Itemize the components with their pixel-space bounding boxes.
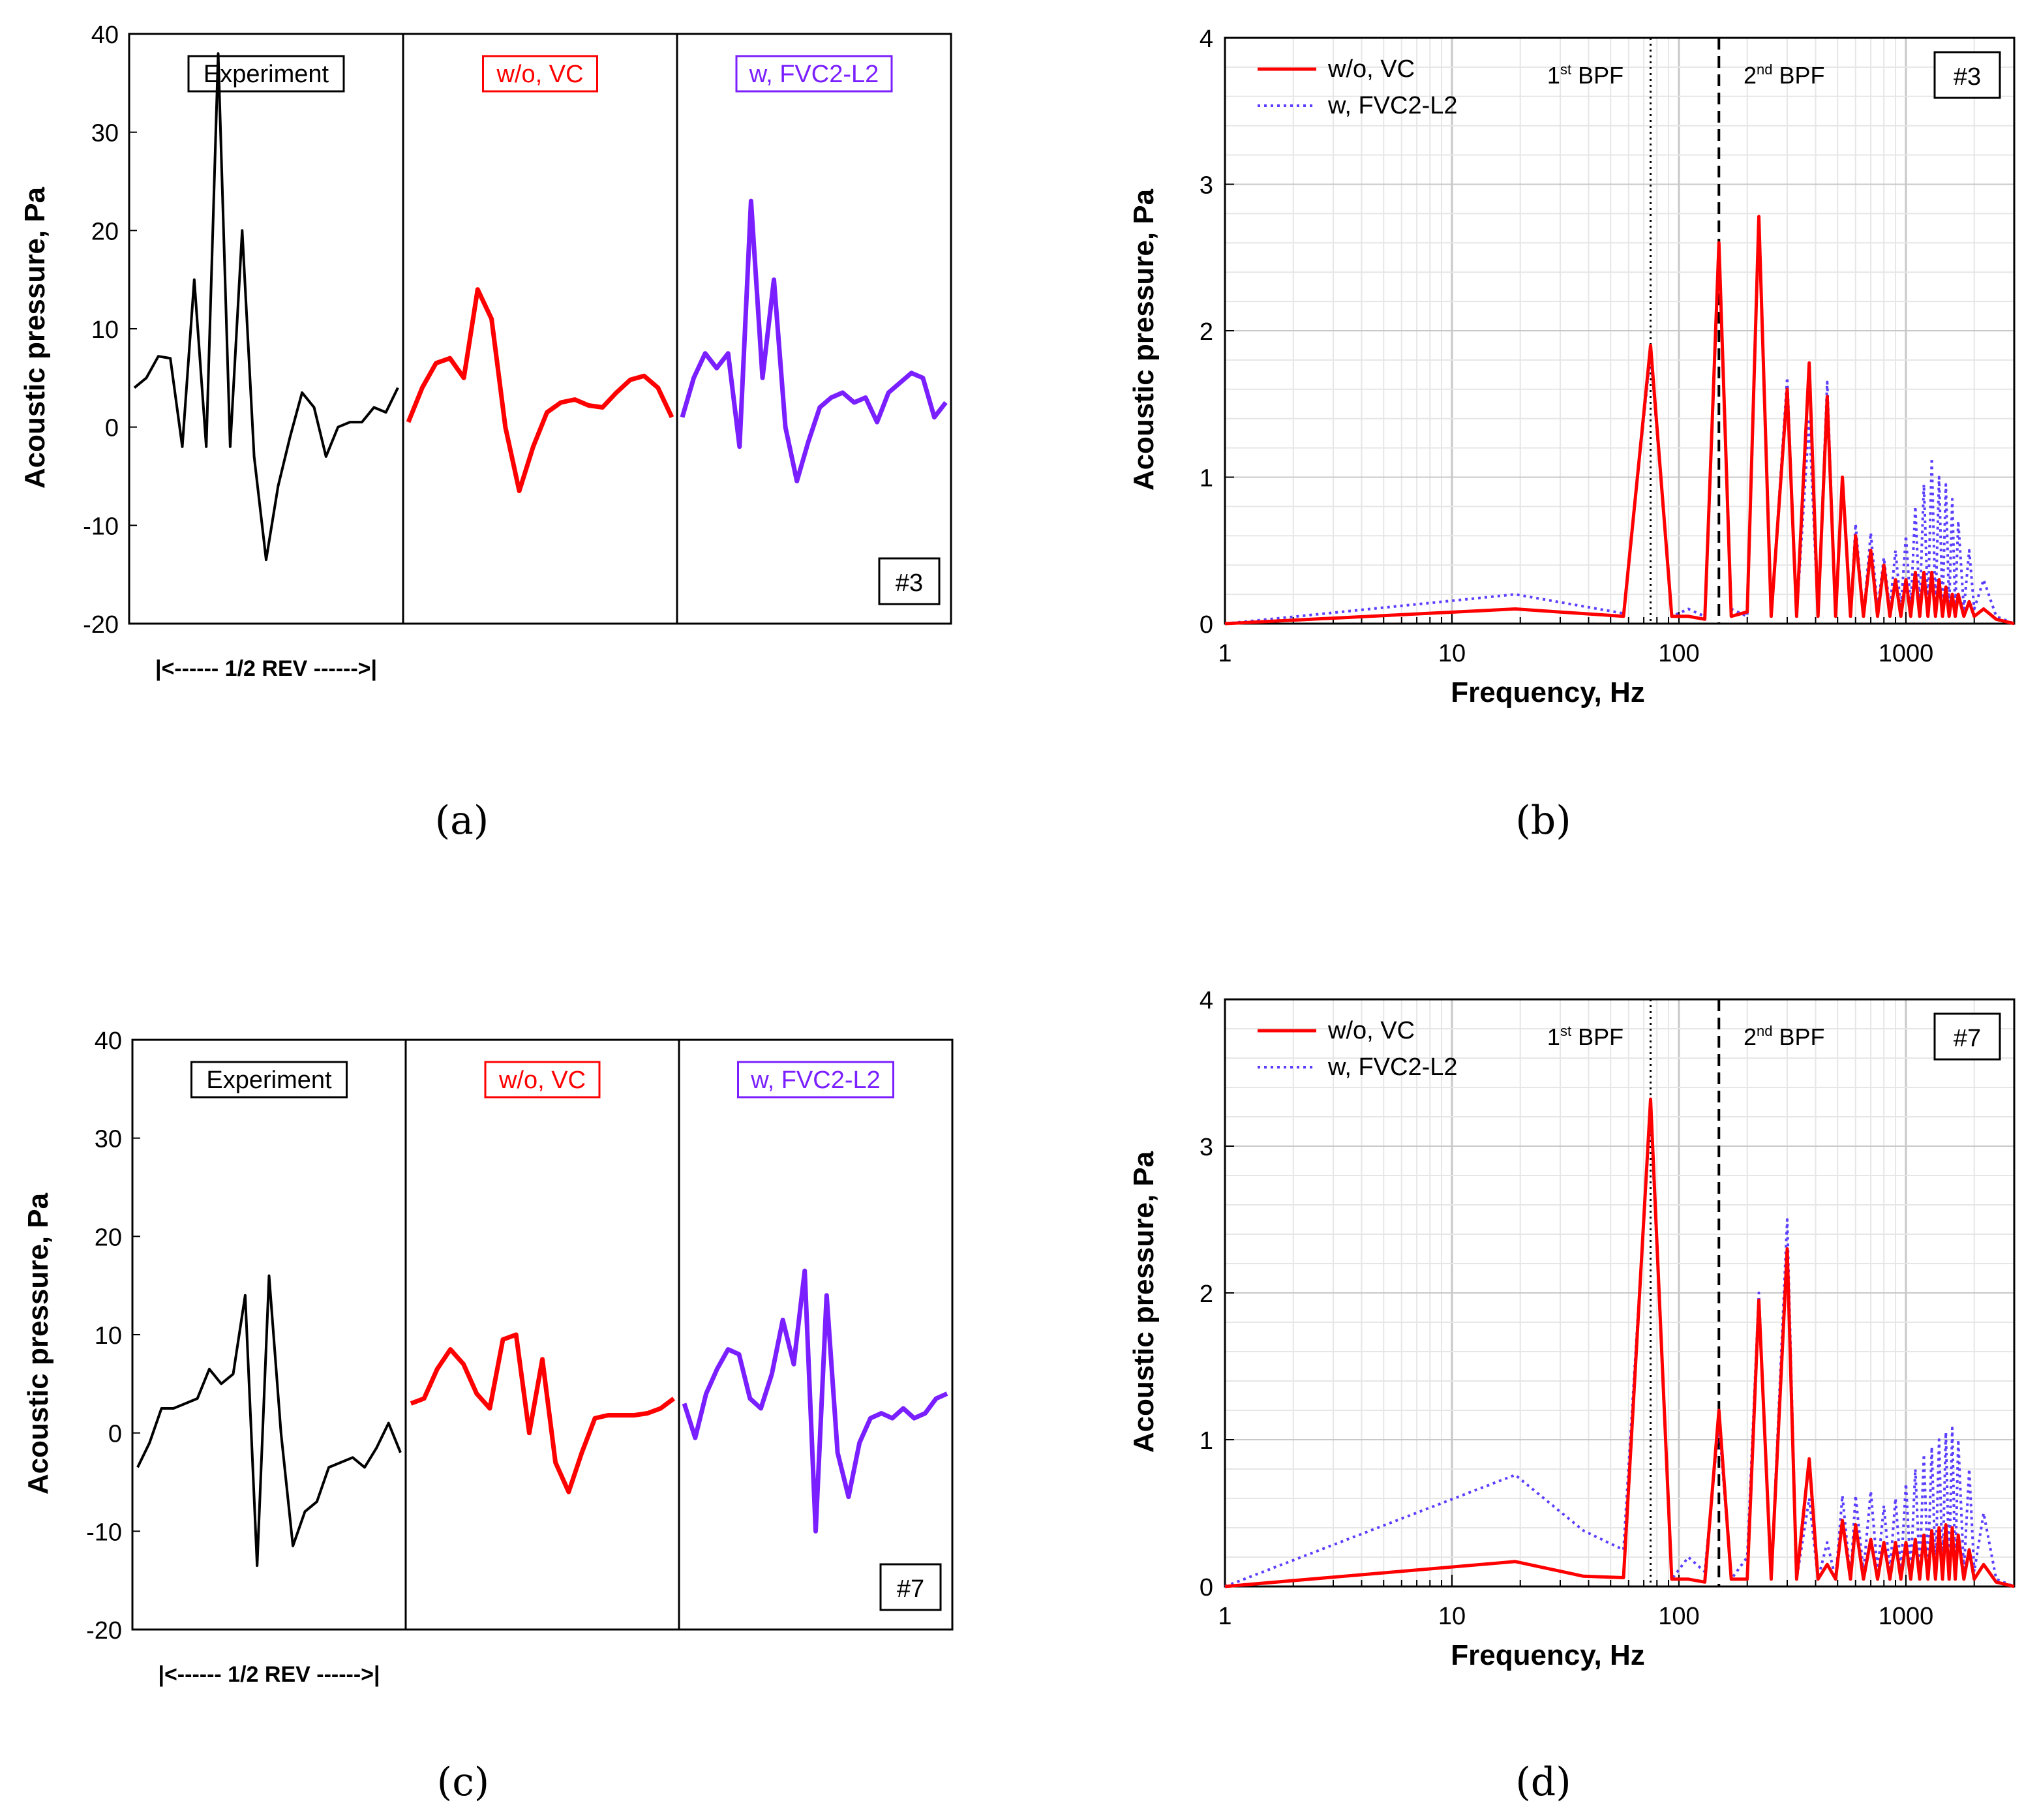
legend-label: w, FVC2-L2: [1327, 1054, 1458, 1081]
y-tick-label: 1: [1200, 465, 1213, 493]
series-line: [682, 1268, 948, 1534]
case-tag: #7: [897, 1575, 924, 1603]
segment-label-box: [484, 1061, 601, 1099]
y-tick-label: 0: [1200, 611, 1213, 639]
segment-label-box: [187, 55, 345, 93]
x-axis-label: Frequency, Hz: [1451, 676, 1644, 708]
legend: w/o, VC w, FVC2-L2: [1258, 55, 1458, 119]
x-tick-label: 1000: [1879, 640, 1934, 667]
x-tick-label: 1: [1218, 640, 1231, 667]
x-axis-label: |<------ 1/2 REV ------>|: [158, 1662, 380, 1687]
y-axis-label: Acoustic pressure, Pa: [1128, 189, 1160, 491]
y-tick-label: -10: [86, 1519, 122, 1546]
series-line: [1224, 215, 2015, 626]
panel-label: (c): [437, 1759, 489, 1805]
y-tick-label: 20: [95, 1224, 122, 1251]
segment-label: Experiment: [206, 1067, 332, 1094]
legend: w/o, VC w, FVC2-L2: [1258, 1017, 1458, 1081]
case-tag-box: [1933, 51, 2001, 99]
legend-label: w/o, VC: [1327, 55, 1415, 83]
y-tick-label: 40: [91, 22, 119, 49]
case-tag: #3: [896, 569, 923, 597]
series-line: [136, 1274, 402, 1568]
legend-label: w/o, VC: [1327, 1017, 1415, 1044]
y-tick-label: -20: [86, 1617, 122, 1645]
panel-a: 40 30 20 10 0 -10 -20 Acoustic pressure, Pa |<--…: [19, 22, 952, 843]
x-tick-label: 1: [1218, 1603, 1231, 1630]
series-line: [406, 287, 674, 494]
x-axis-label: |<------ 1/2 REV ------>|: [155, 656, 377, 681]
case-tag-box: [879, 1563, 942, 1611]
series-line: [410, 1332, 676, 1494]
y-tick-label: 30: [91, 120, 119, 147]
case-tag-box: [1933, 1012, 2001, 1061]
bpf-annotation: 1st BPF: [1547, 1023, 1624, 1050]
x-axis-label: Frequency, Hz: [1451, 1639, 1644, 1671]
bpf-annotation: 1st BPF: [1547, 61, 1624, 89]
x-tick-label: 1000: [1879, 1603, 1934, 1630]
y-axis-label: Acoustic pressure, Pa: [1128, 1151, 1160, 1453]
series-line: [133, 52, 399, 562]
segment-label-box: [735, 55, 893, 93]
case-tag: #7: [1954, 1025, 1981, 1052]
segment-label-box: [482, 55, 598, 93]
plot-frame: [128, 33, 952, 625]
x-tick-label: 10: [1438, 1603, 1466, 1630]
panel-c: 40 30 20 10 0 -10 -20 Acoustic pressure, Pa |<--…: [22, 1027, 954, 1805]
y-tick-label: 3: [1200, 172, 1213, 200]
y-tick-label: 4: [1200, 987, 1213, 1014]
y-tick-label: 10: [95, 1322, 122, 1350]
segment-label: w, FVC2-L2: [750, 1067, 881, 1094]
y-tick-label: 10: [91, 316, 119, 344]
panel-label: (b): [1515, 798, 1571, 843]
y-tick-label: -20: [83, 611, 119, 639]
y-tick-label: 30: [95, 1126, 122, 1153]
y-tick-label: 2: [1200, 1281, 1213, 1308]
series-line: [680, 198, 948, 483]
y-tick-label: 0: [105, 415, 119, 442]
bpf-annotation: 2nd BPF: [1744, 1023, 1825, 1050]
segment-label: Experiment: [204, 61, 329, 88]
y-axis-label: Acoustic pressure, Pa: [19, 187, 51, 489]
panel-label: (a): [435, 798, 489, 843]
y-tick-label: 40: [95, 1027, 122, 1055]
panel-label: (d): [1515, 1759, 1571, 1805]
y-tick-label: 1: [1200, 1427, 1213, 1455]
bpf-annotation: 2nd BPF: [1744, 61, 1825, 89]
segment-label: w, FVC2-L2: [749, 61, 879, 88]
y-tick-label: -10: [83, 513, 119, 540]
case-tag: #3: [1954, 63, 1981, 91]
segment-label-box: [737, 1061, 894, 1099]
x-tick-label: 100: [1658, 640, 1699, 667]
y-tick-label: 3: [1200, 1134, 1213, 1161]
y-axis-label: Acoustic pressure, Pa: [22, 1192, 54, 1494]
x-tick-label: 100: [1658, 1603, 1699, 1630]
y-tick-label: 0: [108, 1421, 122, 1448]
y-tick-label: 20: [91, 218, 119, 245]
series-line: [1224, 1097, 2015, 1588]
y-tick-label: 0: [1200, 1574, 1213, 1601]
y-tick-label: 4: [1200, 25, 1213, 53]
x-tick-label: 10: [1438, 640, 1466, 667]
y-tick-label: 2: [1200, 318, 1213, 346]
case-tag-box: [878, 557, 941, 605]
legend-label: w, FVC2-L2: [1327, 92, 1458, 119]
segment-label: w/o, VC: [498, 1067, 586, 1094]
segment-label: w/o, VC: [496, 61, 583, 88]
segment-label-box: [190, 1061, 348, 1099]
